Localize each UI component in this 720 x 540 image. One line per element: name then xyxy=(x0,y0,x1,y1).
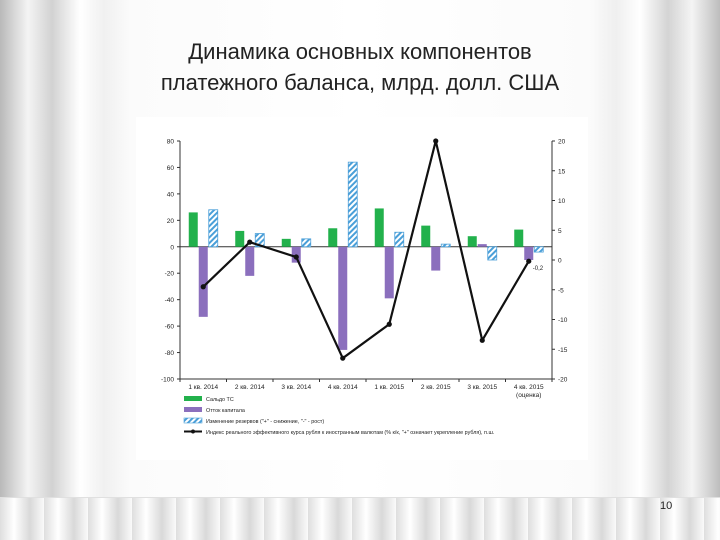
y-left-tick-label: 0 xyxy=(170,244,174,251)
y-right-tick-label: -10 xyxy=(558,317,568,324)
bar-series-3 xyxy=(440,243,451,248)
payments-balance-chart: 80 60 40 20 0 -20 -40 -60 -80 -100 20 15 10 5 0 -5 -10 -1… xyxy=(161,138,568,436)
bar-series-3 xyxy=(487,246,498,261)
legend-label: Индекс реального эффективного курса рубл… xyxy=(206,430,494,436)
bar-series-2 xyxy=(198,246,208,317)
x-category-label: 4 кв. 2015 xyxy=(514,384,544,391)
line-point xyxy=(293,254,299,260)
y-right-tick-label: 0 xyxy=(558,258,562,265)
y-right-tick-label: -15 xyxy=(558,347,568,354)
x-category-label: 3 кв. 2014 xyxy=(281,384,311,391)
bar-series-2 xyxy=(477,244,487,247)
bar-series-1 xyxy=(421,225,431,247)
line-point xyxy=(386,321,392,327)
y-left-tick-label: -40 xyxy=(165,297,175,304)
y-right-tick-label: -5 xyxy=(558,287,564,294)
y-left-tick-label: -60 xyxy=(165,324,175,331)
x-category-label: 1 кв. 2015 xyxy=(374,384,404,391)
bar-series-2 xyxy=(431,246,441,271)
bar-series-3 xyxy=(254,233,265,248)
bar-series-3 xyxy=(301,238,312,248)
chart-panel: 80 60 40 20 0 -20 -40 -60 -80 -100 20 15 10 5 0 -5 -10 -1… xyxy=(136,117,588,460)
bar-series-1 xyxy=(328,228,338,247)
bar-series-3 xyxy=(208,209,219,248)
y-right-tick-label: 5 xyxy=(558,228,562,235)
y-left-tick-label: 20 xyxy=(167,218,175,225)
line-point xyxy=(433,138,439,144)
y-left-tick-label: -100 xyxy=(161,377,174,384)
x-category-label: 1 кв. 2014 xyxy=(188,384,218,391)
slide-title-line-1: Динамика основных компонентов xyxy=(188,39,532,64)
bar-series-1 xyxy=(514,229,524,247)
y-left-tick-label: 80 xyxy=(167,139,175,146)
data-label: -0,2 xyxy=(533,266,544,272)
line-point xyxy=(200,284,206,290)
bar-series-1 xyxy=(188,212,198,247)
slide-title-line-2: платежного баланса, млрд. долл. США xyxy=(160,70,560,95)
y-right-tick-label: -20 xyxy=(558,377,568,384)
bar-series-1 xyxy=(235,230,245,247)
legend-swatch xyxy=(184,407,202,412)
line-point xyxy=(526,258,532,264)
x-category-label: 3 кв. 2015 xyxy=(467,384,497,391)
line-series-exchange-rate xyxy=(202,139,530,360)
x-category-label: 2 кв. 2014 xyxy=(235,384,265,391)
legend-label: Отток капитала xyxy=(206,408,245,414)
bar-series-1 xyxy=(281,238,291,247)
page-number: 10 xyxy=(660,500,673,512)
bar-series-2 xyxy=(245,246,255,276)
bar-series-1 xyxy=(374,208,384,247)
line-point xyxy=(340,355,346,361)
legend-swatch xyxy=(183,417,203,424)
y-left-tick-label: -20 xyxy=(165,271,175,278)
bar-series-3 xyxy=(347,161,358,248)
bar-series-3 xyxy=(394,231,405,248)
bar-series-2 xyxy=(524,246,534,260)
y-right-tick-label: 15 xyxy=(558,168,566,175)
bar-series-1 xyxy=(467,236,477,247)
legend-swatch xyxy=(184,396,202,401)
y-left-tick-label: 60 xyxy=(167,165,175,172)
curtain-floor xyxy=(0,497,720,540)
legend-label: Сальдо ТС xyxy=(206,397,234,403)
y-right-tick-label: 20 xyxy=(558,139,566,146)
x-category-note: (оценка) xyxy=(516,392,541,399)
y-left-tick-label: 40 xyxy=(167,191,175,198)
y-right-tick-label: 10 xyxy=(558,198,566,205)
bar-series-2 xyxy=(338,246,348,350)
legend-swatch-marker xyxy=(191,429,195,434)
x-category-label: 2 кв. 2015 xyxy=(421,384,451,391)
line-point xyxy=(247,239,253,245)
bar-series-2 xyxy=(384,246,394,299)
x-category-label: 4 кв. 2014 xyxy=(328,384,358,391)
y-left-tick-label: -80 xyxy=(165,350,175,357)
legend-label: Изменение резервов ("+" - снижение, "-" … xyxy=(206,419,324,425)
bar-series-3 xyxy=(533,246,544,253)
slide-title: Динамика основных компонентов платежного… xyxy=(100,36,620,98)
line-point xyxy=(479,337,485,343)
